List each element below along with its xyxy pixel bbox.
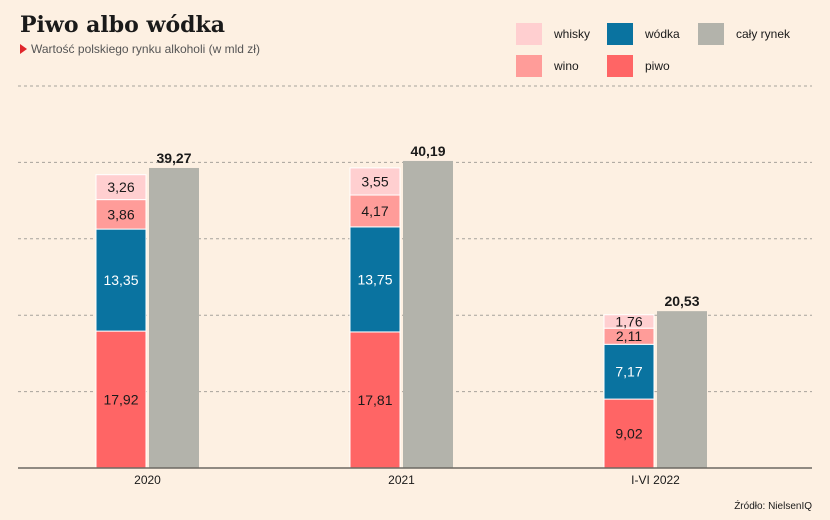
data-label: 7,17: [615, 364, 642, 380]
legend-label-piwo: piwo: [645, 59, 670, 73]
data-label: 13,75: [357, 271, 392, 287]
total-label: 39,27: [156, 150, 191, 166]
legend-label-whisky: whisky: [554, 27, 591, 41]
legend-label-caly-rynek: cały rynek: [736, 27, 791, 41]
triangle-marker-icon: [20, 44, 27, 54]
x-tick-label: I-VI 2022: [631, 473, 680, 487]
total-bar: [149, 167, 199, 468]
legend-swatch-wodka: [607, 23, 633, 45]
legend-label-wino: wino: [554, 59, 579, 73]
legend-item-piwo: piwo: [607, 55, 670, 77]
data-label: 2,11: [616, 328, 642, 344]
x-tick-label: 2021: [388, 473, 415, 487]
legend-swatch-whisky: [516, 23, 542, 45]
chart-title: Piwo albo wódka: [20, 12, 225, 38]
data-label: 3,26: [107, 179, 134, 195]
data-label: 3,55: [361, 173, 388, 189]
total-bar: [403, 160, 453, 468]
data-label: 3,86: [107, 206, 134, 222]
data-label: 9,02: [615, 426, 642, 442]
legend-item-whisky: whisky: [516, 23, 590, 45]
stacked-bar-segment: [349, 194, 401, 228]
total-label: 40,19: [410, 143, 445, 159]
subtitle-text: Wartość polskiego rynku alkoholi (w mld …: [31, 42, 260, 56]
legend-item-caly-rynek: cały rynek: [698, 23, 790, 45]
data-label: 1,76: [615, 313, 642, 329]
data-label: 4,17: [361, 203, 388, 219]
chart-subtitle: Wartość polskiego rynku alkoholi (w mld …: [20, 42, 260, 56]
data-label: 17,81: [357, 392, 392, 408]
stacked-bar-segment: [349, 331, 401, 469]
legend-swatch-caly-rynek: [698, 23, 724, 45]
legend-label-wodka: wódka: [645, 27, 680, 41]
data-label: 13,35: [103, 272, 138, 288]
x-tick-label: 2020: [134, 473, 161, 487]
legend-item-wino: wino: [516, 55, 579, 77]
legend-swatch-piwo: [607, 55, 633, 77]
legend-item-wodka: wódka: [607, 23, 680, 45]
stacked-bar-segment: [349, 226, 401, 333]
stacked-bar-segment: [603, 398, 655, 469]
stacked-bar-segment: [95, 174, 147, 201]
stacked-bar-segment: [95, 228, 147, 332]
data-label: 17,92: [103, 392, 138, 408]
total-bar: [657, 311, 707, 468]
stacked-bar-segment: [349, 167, 401, 196]
total-label: 20,53: [664, 293, 699, 309]
source-note: Źródło: NielsenIQ: [734, 501, 812, 512]
legend-swatch-wino: [516, 55, 542, 77]
stacked-bar-segment: [603, 314, 655, 329]
stacked-bar-segment: [95, 199, 147, 230]
stacked-bar-segment: [603, 343, 655, 400]
